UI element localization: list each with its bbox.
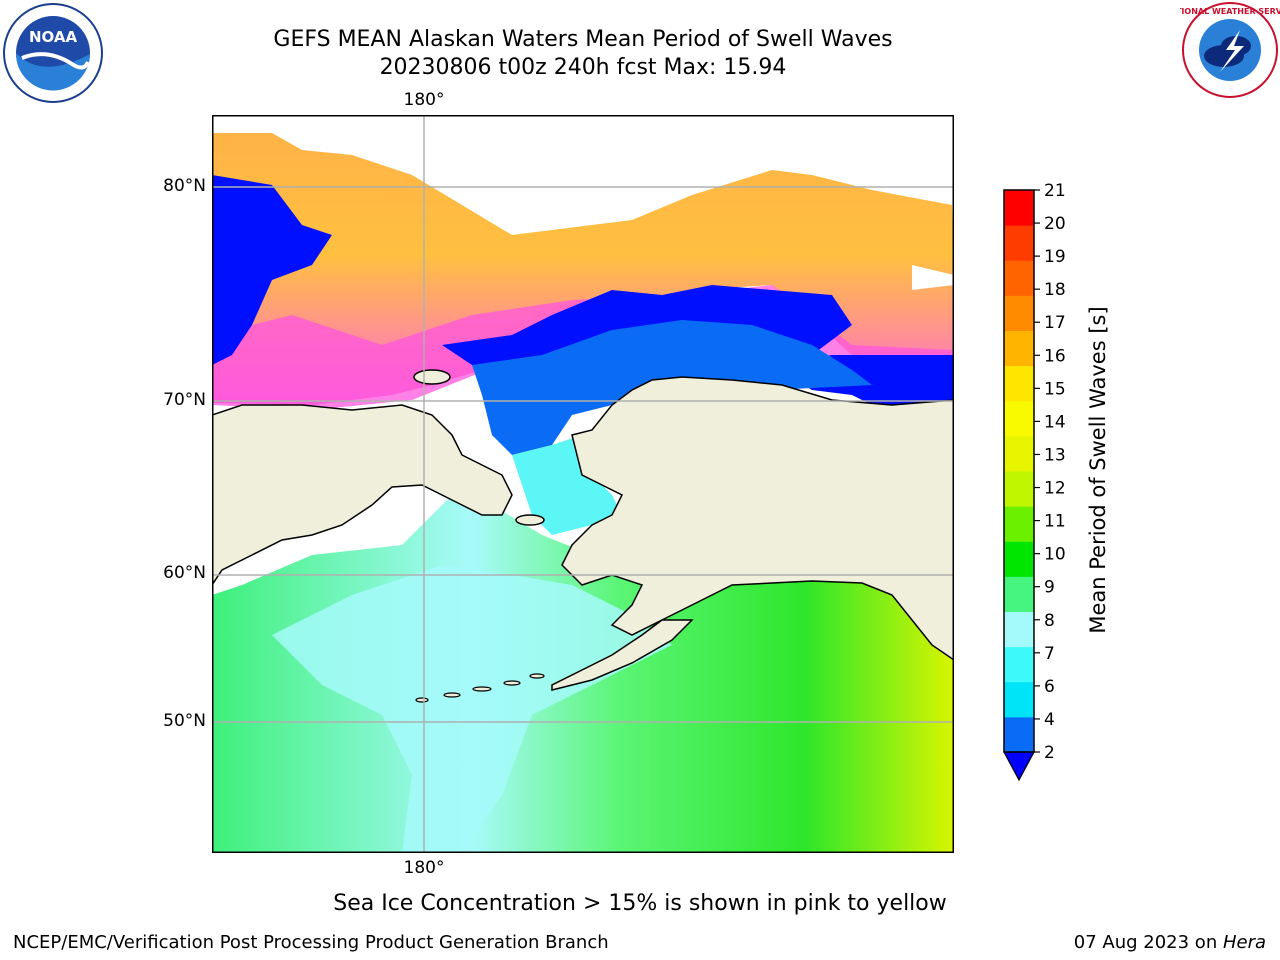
colorbar-extend-arrow [1002,751,1036,782]
swell-8-9-central [272,565,672,853]
colorbar-tick-label: 2 [1044,743,1055,763]
map-border [212,115,954,853]
swell-6-8-bering-strait [512,435,622,535]
colorbar-ticks: 21 20 19 18 17 16 15 14 13 12 11 10 9 8 7 6 4 2 [1034,181,1066,763]
nws-logo-text: NATIONAL WEATHER SERVICE [1180,7,1280,16]
colorbar-tick-label: 11 [1044,512,1066,532]
map [212,115,954,853]
colorbar-tick-label: 15 [1044,379,1066,399]
colorbar-swatches [1002,189,1036,782]
noaa-logo: NOAA [3,3,103,103]
land-st-lawrence-island [515,514,545,526]
colorbar-swatch [1004,225,1034,261]
lon-label-top: 180° [403,90,445,110]
noaa-logo-text: NOAA [29,28,78,46]
colorbar-tick-label: 9 [1044,578,1055,598]
colorbar-swatch [1004,541,1034,577]
land-wrangel-island [413,369,451,385]
chart-title: GEFS MEAN Alaskan Waters Mean Period of … [273,27,893,52]
colorbar-swatch [1004,400,1034,437]
colorbar-swatch [1004,471,1034,507]
colorbar-label: Mean Period of Swell Waves [s] [1086,306,1110,634]
colorbar-swatch [1004,576,1034,612]
colorbar-tick-label: 8 [1044,611,1055,631]
colorbar-swatch [1004,330,1034,367]
colorbar-swatch [1004,190,1034,226]
lat-label-70: 70°N [163,390,206,410]
land-alaska-peninsula [551,619,694,691]
colorbar-tick-label: 12 [1044,479,1066,499]
colorbar-swatch [1004,646,1034,683]
colorbar-swatch [1004,506,1034,542]
colorbar-tick-label: 18 [1044,280,1066,300]
colorbar-swatch [1004,435,1034,472]
colorbar-tick-label: 19 [1044,247,1066,267]
colorbar-tick-label: 16 [1044,346,1066,366]
colorbar-tick-label: 13 [1044,445,1066,465]
colorbar-border [1003,189,1035,753]
colorbar-swatch [1004,611,1034,648]
colorbar-tick-label: 14 [1044,412,1066,432]
colorbar-tick-label: 4 [1044,710,1055,730]
land-siberia [212,404,513,587]
lat-label-60: 60°N [163,563,206,583]
colorbar: 21 20 19 18 17 16 15 14 13 12 11 10 9 8 7 6 4 2 [1002,181,1066,782]
land-alaska [561,376,954,661]
low-period-west [212,175,332,365]
lat-label-50: 50°N [163,711,206,731]
colorbar-swatch [1004,365,1034,402]
footer-credit: NCEP/EMC/Verification Post Processing Pr… [13,932,609,953]
colorbar-tick-label: 17 [1044,313,1066,333]
gridlines [212,115,954,853]
colorbar-tick-label: 6 [1044,677,1055,697]
sea-ice-region [212,133,954,405]
colorbar-tick-label: 20 [1044,214,1066,234]
footer-host: Hera [1222,932,1266,953]
colorbar-swatch [1004,716,1034,753]
colorbar-swatch [1004,295,1034,331]
sea-ice-caption: Sea Ice Concentration > 15% is shown in … [333,891,947,916]
footer-date-text: 07 Aug 2023 on [1073,932,1223,953]
chart-subtitle: 20230806 t00z 240h fcst Max: 15.94 [379,55,787,80]
colorbar-swatch [1004,681,1034,718]
nws-logo: NATIONAL WEATHER SERVICE [1180,2,1280,98]
colorbar-tick-label: 10 [1044,545,1066,565]
aleutian-islands [415,673,545,703]
lon-label-bottom: 180° [403,858,445,878]
footer-date: 07 Aug 2023 on Hera [1074,932,1266,953]
colorbar-tick-label: 21 [1044,181,1066,201]
colorbar-tick-label: 7 [1044,644,1055,664]
colorbar-swatch [1004,260,1034,296]
lat-label-80: 80°N [163,176,206,196]
